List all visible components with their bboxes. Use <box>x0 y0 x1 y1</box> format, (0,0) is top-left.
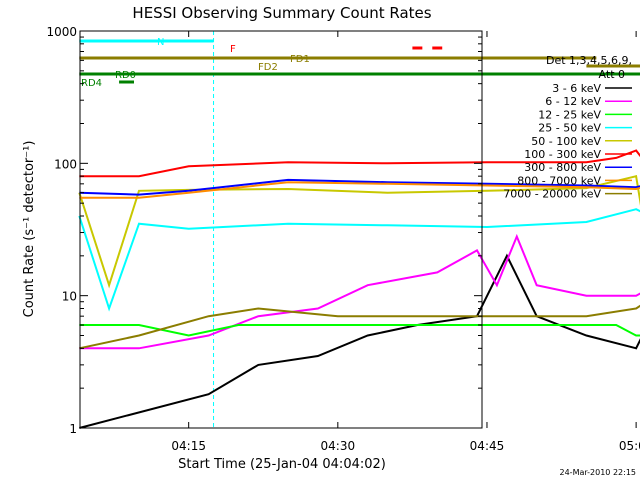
legend-label-300-800-kev: 300 - 800 keV <box>524 161 601 174</box>
y-tick-label: 10 <box>62 290 77 304</box>
series-line-100-300-kev <box>79 149 640 178</box>
x-axis-label: Start Time (25-Jan-04 04:04:02) <box>178 457 386 472</box>
legend-header-line-2: Att 0 <box>599 68 625 81</box>
legend-label-50-100-kev: 50 - 100 keV <box>531 135 601 148</box>
y-tick-label: 1000 <box>46 25 77 39</box>
series-line-6-12-kev <box>79 233 640 350</box>
flag-label-rd0: RD0 <box>115 70 136 81</box>
flag-label-n: N <box>157 37 164 48</box>
legend-label-12-25-kev: 12 - 25 keV <box>538 108 601 121</box>
x-tick-label: 04:45 <box>470 439 505 453</box>
x-tick-label: 04:15 <box>171 439 206 453</box>
series-line-12-25-kev <box>79 324 640 337</box>
y-axis-label: Count Rate (s⁻¹ detector⁻¹) <box>22 141 37 318</box>
plot-frame <box>79 30 483 429</box>
series-line-300-800-kev <box>79 178 640 196</box>
legend-label-800-7000-kev: 800 - 7000 keV <box>517 174 601 187</box>
generated-timestamp: 24-Mar-2010 22:15 <box>560 468 637 477</box>
legend-label-3-6-kev: 3 - 6 keV <box>552 82 601 95</box>
y-tick-label: 1 <box>69 422 77 436</box>
series-line-800-7000-kev <box>79 181 640 199</box>
chart-title: HESSI Observing Summary Count Rates <box>132 4 431 22</box>
series-lines <box>78 149 640 429</box>
flag-bars: N F FD1 FD2 RD0 RD4 <box>79 37 640 89</box>
flag-label-fd2: FD2 <box>258 62 278 73</box>
legend-label-100-300-kev: 100 - 300 keV <box>524 148 601 161</box>
flag-label-rd4: RD4 <box>81 78 102 89</box>
flag-label-f: F <box>230 44 236 55</box>
series-line-7000-20000-kev <box>79 304 640 350</box>
legend-label-6-12-kev: 6 - 12 keV <box>545 95 601 108</box>
series-line-25-50-kev <box>78 208 640 312</box>
y-tick-label: 100 <box>54 157 77 171</box>
x-tick-label: 04:30 <box>321 439 356 453</box>
legend-label-25-50-kev: 25 - 50 keV <box>538 122 601 135</box>
x-tick-label: 05:00 <box>619 439 640 453</box>
legend-header-line-1: Det 1,3,4,5,6,9, <box>546 54 632 67</box>
series-line-3-6-kev <box>79 253 640 429</box>
series-line-50-100-kev <box>78 174 640 289</box>
flag-label-fd1: FD1 <box>290 54 310 65</box>
legend-label-7000-20000-kev: 7000 - 20000 keV <box>503 188 601 201</box>
